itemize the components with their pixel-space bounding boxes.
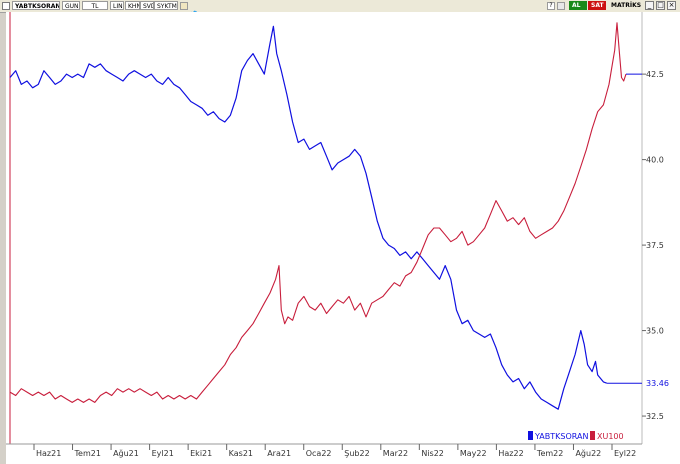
- right-axis-panel: [642, 12, 680, 464]
- menu-icon[interactable]: [2, 2, 10, 10]
- symbol-field[interactable]: YABTKSORAN: [12, 1, 60, 10]
- matriks-logo: MATRİKS: [611, 2, 642, 9]
- x-tick-label: Ara21: [267, 449, 291, 458]
- x-axis: Haz21 Tem21 Ağu21 Eyl21 Eki21 Kas21 Ara21 Oca22…: [33, 444, 636, 458]
- y-axis: 32.5 35.0 37.5 40.0 42.5: [642, 70, 664, 421]
- plot-area: [6, 12, 642, 444]
- y-tick-label: 35.0: [646, 327, 664, 336]
- x-tick-label: Tem21: [74, 449, 101, 458]
- legend-swatch: [528, 431, 533, 440]
- price-chart[interactable]: Haz21 Tem21 Ağu21 Eyl21 Eki21 Kas21 Ara21 Oca22…: [0, 12, 680, 464]
- y-tick-label: 40.0: [646, 156, 664, 165]
- scale-khn-button[interactable]: KHN: [125, 1, 140, 10]
- minimize-button[interactable]: _: [645, 1, 654, 10]
- x-tick-label: Ağu22: [575, 449, 601, 458]
- x-tick-label: Haz21: [36, 449, 61, 458]
- legend-swatch: [590, 431, 595, 440]
- twitter-icon[interactable]: [190, 2, 198, 16]
- buy-button[interactable]: AL: [569, 1, 587, 10]
- toolbar: YABTKSORAN GUN TL LIN KHN SVD SYKTMP ? A…: [0, 0, 680, 16]
- series-line-yabtksoran: [9, 25, 608, 410]
- currency-select[interactable]: TL: [82, 1, 108, 10]
- x-tick-label: May22: [460, 449, 487, 458]
- series-layer: [9, 22, 627, 410]
- y-tick-label: 37.5: [646, 241, 664, 250]
- x-tick-label: Eki21: [190, 449, 212, 458]
- x-tick-label: Tem22: [536, 449, 563, 458]
- period-select[interactable]: GUN: [62, 1, 80, 10]
- y-tick-label: 42.5: [646, 70, 664, 79]
- maximize-button[interactable]: □: [656, 1, 665, 10]
- x-tick-label: Eyl21: [152, 449, 174, 458]
- x-tick-label: Mar22: [383, 449, 408, 458]
- lock-icon[interactable]: [180, 2, 188, 10]
- sell-button[interactable]: SAT: [588, 1, 606, 10]
- scale-lin-button[interactable]: LIN: [110, 1, 124, 10]
- legend-label: YABTKSORAN: [534, 432, 588, 441]
- x-tick-label: Ağu21: [113, 449, 139, 458]
- legend-label: XU100: [597, 432, 624, 441]
- last-value-marker: 33.46: [606, 73, 669, 388]
- scale-svd-button[interactable]: SVD: [140, 1, 154, 10]
- y-tick-label: 32.5: [646, 412, 664, 421]
- x-tick-label: Kas21: [229, 449, 253, 458]
- print-icon[interactable]: [557, 2, 565, 10]
- x-tick-label: Haz22: [498, 449, 523, 458]
- x-tick-label: Nis22: [421, 449, 444, 458]
- series-line-xu100: [9, 22, 627, 403]
- close-button[interactable]: ×: [667, 1, 676, 10]
- last-value-label: 33.46: [646, 379, 669, 388]
- bottom-axis-panel: [6, 444, 680, 464]
- help-icon[interactable]: ?: [547, 2, 555, 10]
- x-tick-label: Eyl22: [614, 449, 636, 458]
- legend: YABTKSORAN XU100: [528, 431, 624, 441]
- x-tick-label: Oca22: [306, 449, 332, 458]
- x-tick-label: Şub22: [344, 449, 369, 458]
- scale-syktmp-button[interactable]: SYKTMP: [154, 1, 178, 10]
